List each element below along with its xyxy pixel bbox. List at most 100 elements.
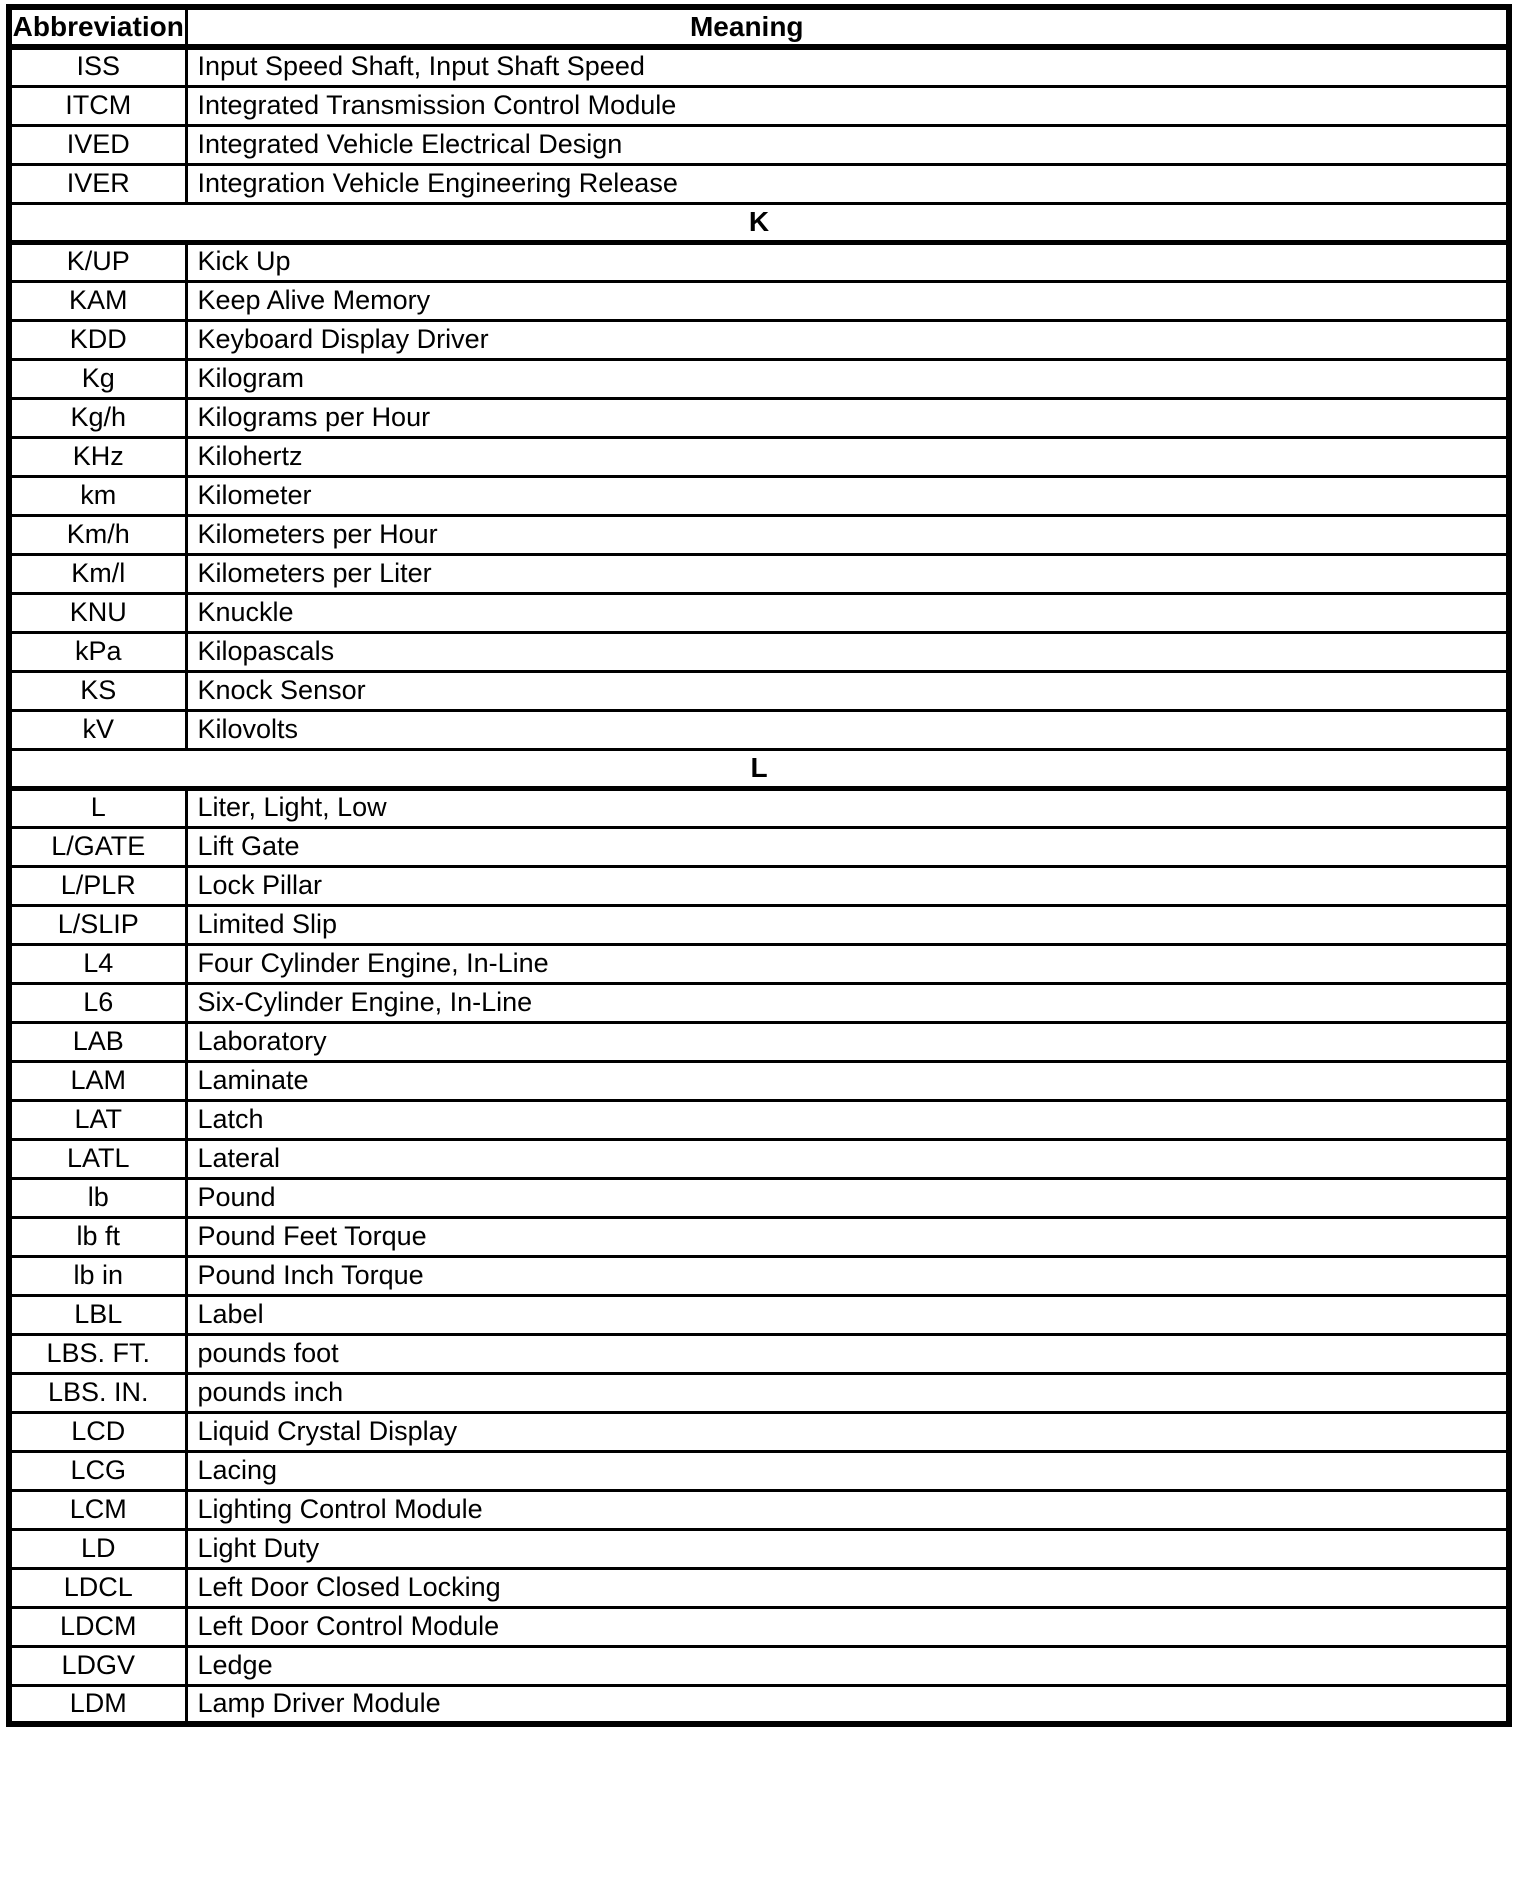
meaning-cell: Latch [184,1098,1511,1141]
table-row: L6 Six-Cylinder Engine, In-Line [7,981,1511,1024]
table-row: L/SLIP Limited Slip [7,903,1511,946]
abbreviation-cell: L/PLR [7,864,188,907]
abbreviation-cell: K/UP [7,240,188,283]
table-row: LBS. IN. pounds inch [7,1371,1511,1414]
meaning-cell: Liquid Crystal Display [184,1410,1511,1453]
abbreviation-cell: LDM [7,1683,188,1726]
table-row: L Liter, Light, Low [7,786,1511,829]
abbreviation-cell: Kg/h [7,396,188,439]
table-row: LDM Lamp Driver Module [7,1683,1511,1726]
meaning-cell: Lamp Driver Module [184,1683,1511,1726]
table-row: LDCL Left Door Closed Locking [7,1566,1511,1609]
table-row: ITCM Integrated Transmission Control Mod… [7,84,1511,127]
meaning-cell: Left Door Control Module [184,1605,1511,1648]
table-row: Kg Kilogram [7,357,1511,400]
table-row: LCD Liquid Crystal Display [7,1410,1511,1453]
abbreviation-cell: ISS [7,45,188,88]
abbreviation-cell: km [7,474,188,517]
meaning-cell: Pound Feet Torque [184,1215,1511,1258]
table-row: LDCM Left Door Control Module [7,1605,1511,1648]
meaning-cell: Input Speed Shaft, Input Shaft Speed [184,45,1511,88]
section-letter: K [7,201,1511,245]
abbreviation-cell: ITCM [7,84,188,127]
table-row: IVED Integrated Vehicle Electrical Desig… [7,123,1511,166]
meaning-cell: Knock Sensor [184,669,1511,712]
abbreviation-cell: LDCM [7,1605,188,1648]
abbreviation-cell: L/GATE [7,825,188,868]
table-row: L/PLR Lock Pillar [7,864,1511,907]
table-row: LBS. FT. pounds foot [7,1332,1511,1375]
table-row: L/GATE Lift Gate [7,825,1511,868]
abbreviation-cell: KNU [7,591,188,634]
abbreviation-cell: Km/l [7,552,188,595]
abbreviation-cell: LBS. IN. [7,1371,188,1414]
meaning-cell: Left Door Closed Locking [184,1566,1511,1609]
abbreviation-cell: kPa [7,630,188,673]
meaning-cell: Kilopascals [184,630,1511,673]
table-row: KS Knock Sensor [7,669,1511,712]
meaning-cell: pounds foot [184,1332,1511,1375]
table-row: KNU Knuckle [7,591,1511,634]
section-row: K [7,201,1511,245]
abbreviation-cell: LCD [7,1410,188,1453]
table-row: LCM Lighting Control Module [7,1488,1511,1531]
meaning-cell: Keep Alive Memory [184,279,1511,322]
section-row: L [7,747,1511,791]
table-row: LCG Lacing [7,1449,1511,1492]
meaning-cell: Knuckle [184,591,1511,634]
abbreviation-cell: L6 [7,981,188,1024]
table-row: K/UP Kick Up [7,240,1511,283]
meaning-cell: Laminate [184,1059,1511,1102]
table-row: LD Light Duty [7,1527,1511,1570]
table-row: KDD Keyboard Display Driver [7,318,1511,361]
abbreviation-cell: KS [7,669,188,712]
table-row: lb in Pound Inch Torque [7,1254,1511,1297]
abbreviation-cell: L [7,786,188,829]
abbreviation-cell: LATL [7,1137,188,1180]
header-row: Abbreviation Meaning [7,5,1511,50]
meaning-cell: Kilohertz [184,435,1511,478]
abbreviation-cell: KHz [7,435,188,478]
meaning-cell: Limited Slip [184,903,1511,946]
meaning-cell: Kilometers per Hour [184,513,1511,556]
table-row: KHz Kilohertz [7,435,1511,478]
meaning-cell: Kilometer [184,474,1511,517]
meaning-cell: Integrated Transmission Control Module [184,84,1511,127]
meaning-cell: Integrated Vehicle Electrical Design [184,123,1511,166]
meaning-cell: Lateral [184,1137,1511,1180]
abbreviation-cell: KDD [7,318,188,361]
meaning-cell: Light Duty [184,1527,1511,1570]
meaning-cell: Pound Inch Torque [184,1254,1511,1297]
abbreviation-cell: LDCL [7,1566,188,1609]
meaning-cell: Kilovolts [184,708,1511,751]
column-header-abbreviation: Abbreviation [7,5,188,50]
table-row: LDGV Ledge [7,1644,1511,1687]
meaning-cell: Lock Pillar [184,864,1511,907]
abbreviation-cell: LAB [7,1020,188,1063]
abbreviation-cell: L4 [7,942,188,985]
table-row: Kg/h Kilograms per Hour [7,396,1511,439]
abbreviation-cell: IVER [7,162,188,205]
meaning-cell: Kick Up [184,240,1511,283]
abbreviation-table: Abbreviation Meaning ISS Input Speed Sha… [6,4,1512,1727]
abbreviation-cell: Km/h [7,513,188,556]
meaning-cell: Lacing [184,1449,1511,1492]
abbreviation-cell: LBS. FT. [7,1332,188,1375]
abbreviation-cell: LAM [7,1059,188,1102]
table-row: LATL Lateral [7,1137,1511,1180]
abbreviation-cell: kV [7,708,188,751]
meaning-cell: Pound [184,1176,1511,1219]
meaning-cell: Integration Vehicle Engineering Release [184,162,1511,205]
meaning-cell: pounds inch [184,1371,1511,1414]
meaning-cell: Lighting Control Module [184,1488,1511,1531]
abbreviation-cell: lb in [7,1254,188,1297]
table-row: lb ft Pound Feet Torque [7,1215,1511,1258]
table-row: kV Kilovolts [7,708,1511,751]
table-row: Km/l Kilometers per Liter [7,552,1511,595]
abbreviation-cell: lb ft [7,1215,188,1258]
table-row: LBL Label [7,1293,1511,1336]
section-letter: L [7,747,1511,791]
abbreviation-cell: LAT [7,1098,188,1141]
table-row: Km/h Kilometers per Hour [7,513,1511,556]
